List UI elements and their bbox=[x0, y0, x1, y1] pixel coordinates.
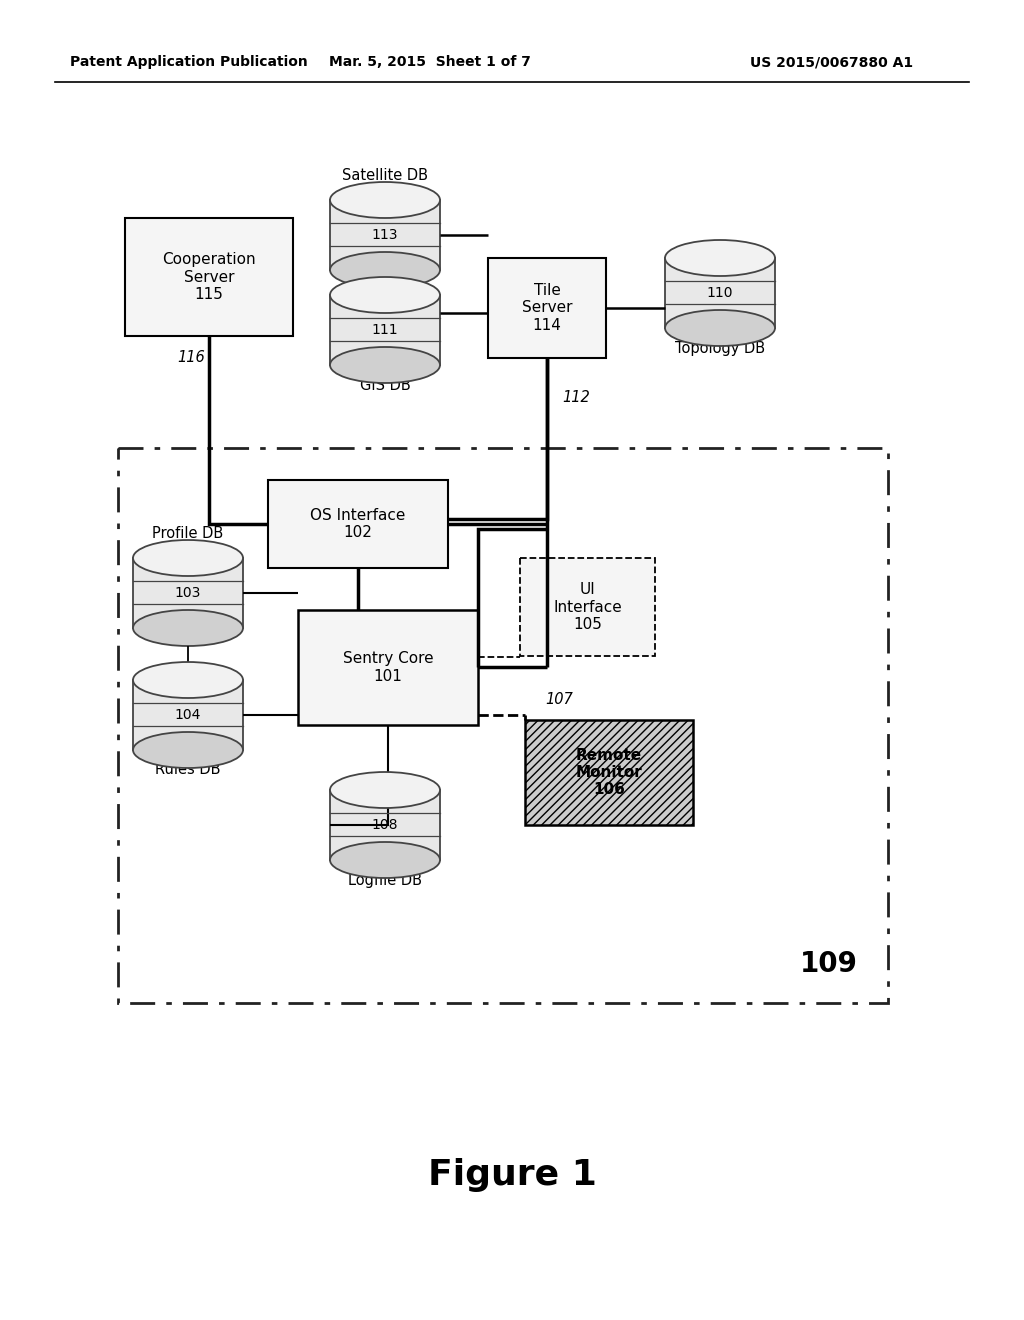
Text: 111: 111 bbox=[372, 323, 398, 337]
Text: 107: 107 bbox=[545, 693, 572, 708]
Text: Sentry Core
101: Sentry Core 101 bbox=[343, 651, 433, 684]
Text: Patent Application Publication: Patent Application Publication bbox=[70, 55, 308, 69]
Polygon shape bbox=[330, 294, 440, 366]
Text: 108: 108 bbox=[372, 818, 398, 832]
Text: Tile
Server
114: Tile Server 114 bbox=[522, 282, 572, 333]
Polygon shape bbox=[665, 257, 775, 327]
Text: 110: 110 bbox=[707, 286, 733, 300]
Text: Figure 1: Figure 1 bbox=[428, 1158, 596, 1192]
Text: Rules DB: Rules DB bbox=[156, 763, 221, 777]
Polygon shape bbox=[133, 558, 243, 628]
Text: 103: 103 bbox=[175, 586, 201, 601]
FancyBboxPatch shape bbox=[520, 558, 655, 656]
Ellipse shape bbox=[330, 182, 440, 218]
Ellipse shape bbox=[330, 252, 440, 288]
Polygon shape bbox=[330, 789, 440, 861]
Text: 116: 116 bbox=[177, 351, 205, 366]
Ellipse shape bbox=[133, 663, 243, 698]
Text: Logfile DB: Logfile DB bbox=[348, 873, 422, 887]
Text: Profile DB: Profile DB bbox=[153, 525, 223, 540]
Text: UI
Interface
105: UI Interface 105 bbox=[553, 582, 622, 632]
FancyBboxPatch shape bbox=[125, 218, 293, 337]
Ellipse shape bbox=[330, 277, 440, 313]
Ellipse shape bbox=[665, 310, 775, 346]
Ellipse shape bbox=[665, 240, 775, 276]
Text: Remote
Monitor
106: Remote Monitor 106 bbox=[575, 747, 642, 797]
FancyBboxPatch shape bbox=[525, 719, 693, 825]
Polygon shape bbox=[133, 680, 243, 750]
Text: GIS DB: GIS DB bbox=[359, 378, 411, 392]
Text: 112: 112 bbox=[562, 391, 590, 405]
Ellipse shape bbox=[133, 733, 243, 768]
Ellipse shape bbox=[330, 842, 440, 878]
Text: Topology DB: Topology DB bbox=[675, 341, 765, 355]
FancyBboxPatch shape bbox=[268, 480, 449, 568]
Text: Cooperation
Server
115: Cooperation Server 115 bbox=[162, 252, 256, 302]
Text: 113: 113 bbox=[372, 228, 398, 242]
Ellipse shape bbox=[330, 347, 440, 383]
FancyBboxPatch shape bbox=[298, 610, 478, 725]
Text: Mar. 5, 2015  Sheet 1 of 7: Mar. 5, 2015 Sheet 1 of 7 bbox=[329, 55, 530, 69]
Polygon shape bbox=[330, 201, 440, 271]
Text: OS Interface
102: OS Interface 102 bbox=[310, 508, 406, 540]
Ellipse shape bbox=[330, 772, 440, 808]
FancyBboxPatch shape bbox=[488, 257, 606, 358]
Ellipse shape bbox=[133, 610, 243, 645]
Text: 104: 104 bbox=[175, 708, 201, 722]
Ellipse shape bbox=[133, 540, 243, 576]
Text: 109: 109 bbox=[800, 950, 858, 978]
Text: Satellite DB: Satellite DB bbox=[342, 168, 428, 182]
Text: US 2015/0067880 A1: US 2015/0067880 A1 bbox=[750, 55, 913, 69]
